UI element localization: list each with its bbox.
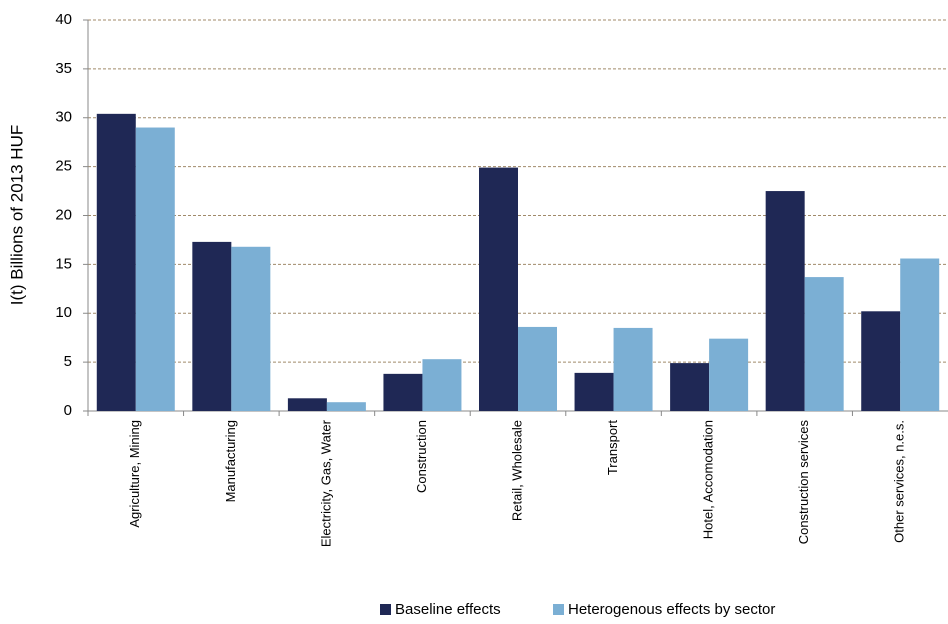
bar [804,277,844,411]
bar [765,191,805,411]
bar [518,326,557,411]
x-tick-label: Construction [414,420,429,493]
x-tick-label: Agriculture, Mining [127,420,142,528]
y-tick-label: 35 [55,60,72,77]
y-axis-title: I(t) Billions of 2013 HUF [7,125,26,305]
bar [900,258,940,411]
bar [231,246,271,411]
bar [479,167,518,411]
bar [709,338,749,411]
bar [326,402,366,411]
x-tick-label: Electricity, Gas, Water [318,419,333,547]
x-tick-label: Transport [605,420,620,476]
bar [422,359,462,411]
bar [192,241,232,411]
bar [613,327,653,411]
x-tick-label: Manufacturing [223,420,238,502]
bar [670,363,710,411]
bar [287,398,327,411]
y-tick-label: 20 [55,206,72,223]
bar [383,373,423,411]
bar [96,113,136,411]
y-tick-label: 0 [64,402,72,419]
legend-label: Baseline effects [395,601,501,618]
y-tick-label: 10 [55,304,72,321]
legend-label: Heterogenous effects by sector [568,601,775,618]
x-tick-label: Hotel, Accomodation [701,420,716,539]
y-tick-label: 40 [55,11,72,28]
bar [574,372,614,411]
y-tick-label: 25 [55,158,72,175]
legend-swatch [380,604,391,615]
x-tick-label: Other services, n.e.s. [892,420,907,543]
y-tick-label: 5 [64,353,72,370]
bar [135,127,175,412]
x-tick-label: Construction services [796,420,811,545]
x-tick-label: Retail, Wholesale [509,420,524,521]
bar [861,311,901,411]
y-tick-label: 15 [55,255,72,272]
y-tick-label: 30 [55,109,72,126]
legend-swatch [553,604,564,615]
